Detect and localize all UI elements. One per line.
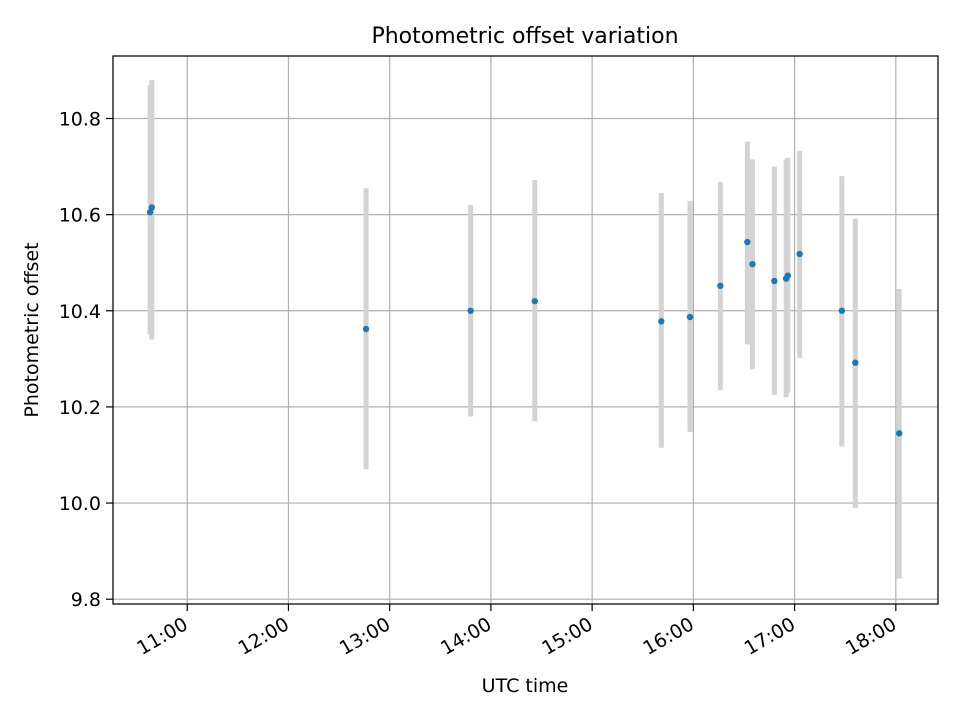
- y-tick-label: 9.8: [71, 589, 101, 611]
- data-point: [362, 325, 370, 333]
- data-point: [796, 250, 803, 258]
- data-points: [146, 204, 903, 437]
- y-axis-label: Photometric offset: [21, 242, 43, 417]
- data-point: [146, 209, 154, 216]
- data-point: [749, 260, 756, 268]
- data-point: [838, 307, 846, 314]
- plot-frame: [112, 55, 939, 605]
- y-tick-label: 10.4: [59, 301, 101, 323]
- data-point: [744, 238, 751, 246]
- data-point: [784, 272, 792, 279]
- data-point: [531, 297, 538, 305]
- x-axis-label: UTC time: [482, 675, 569, 697]
- y-tick-label: 10.2: [59, 397, 101, 419]
- data-point: [686, 313, 694, 321]
- data-point: [658, 318, 665, 325]
- y-tick-label: 10.8: [59, 108, 101, 130]
- data-point: [895, 430, 903, 437]
- y-axis: 9.8 10.0 10.2 10.4 10.6 10.8: [59, 108, 113, 611]
- y-tick-label: 10.6: [59, 205, 101, 227]
- data-point: [467, 307, 474, 314]
- y-tick-label: 10.0: [59, 493, 101, 515]
- data-point: [852, 359, 859, 366]
- data-point: [717, 282, 724, 289]
- data-point: [148, 204, 156, 211]
- data-point: [771, 277, 778, 285]
- chart-title: Photometric offset variation: [371, 24, 678, 49]
